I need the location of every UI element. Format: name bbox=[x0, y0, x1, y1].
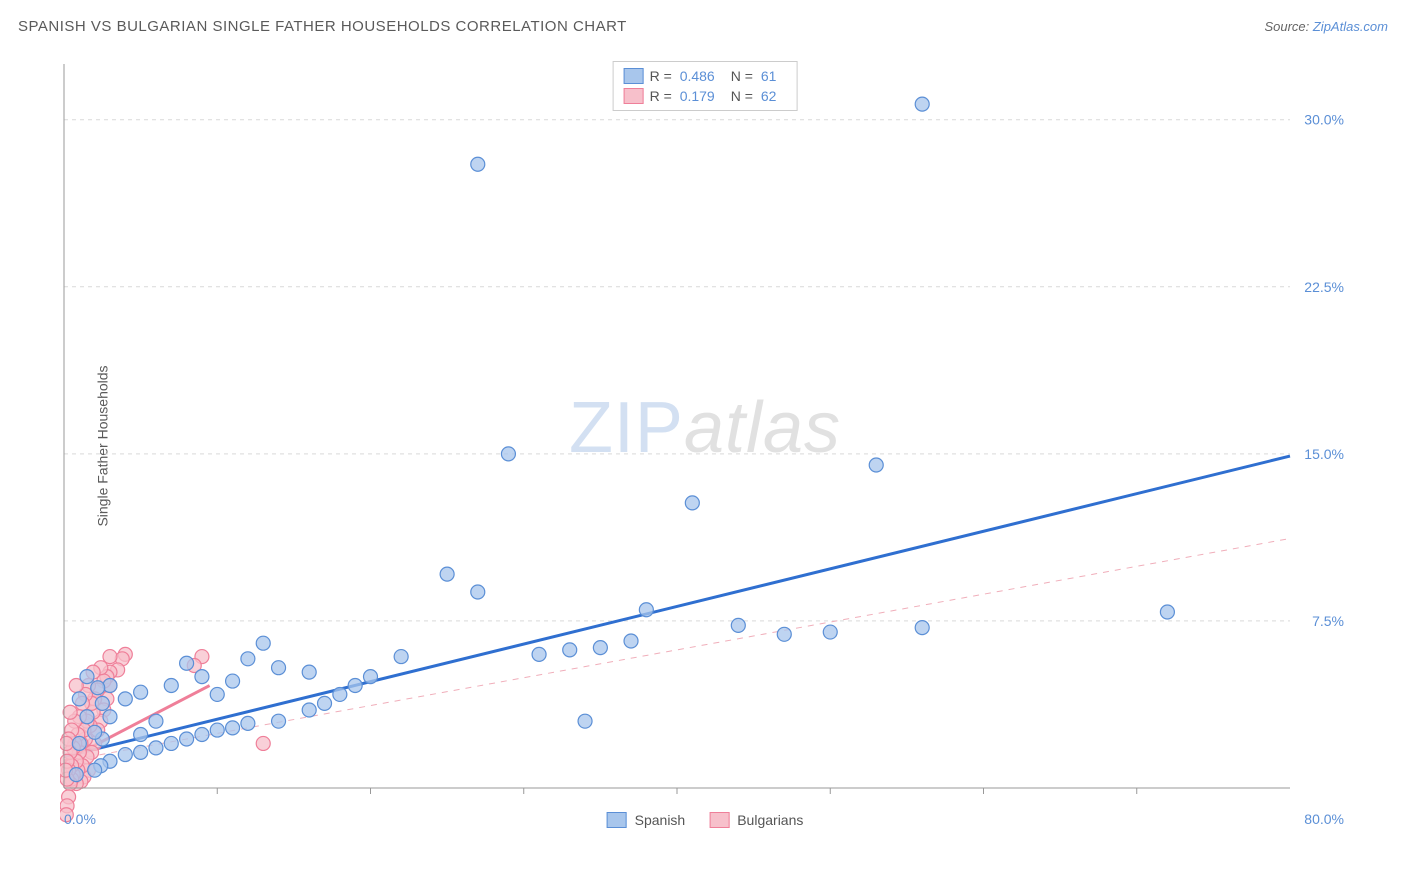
svg-text:7.5%: 7.5% bbox=[1312, 613, 1344, 629]
data-point bbox=[72, 692, 86, 706]
legend-stats: R = 0.486 N = 61 R = 0.179 N = 62 bbox=[613, 61, 798, 111]
data-point bbox=[869, 458, 883, 472]
legend-swatch bbox=[624, 88, 644, 104]
svg-text:80.0%: 80.0% bbox=[1304, 811, 1344, 827]
data-point bbox=[134, 745, 148, 759]
data-point bbox=[91, 681, 105, 695]
legend-swatch bbox=[709, 812, 729, 828]
data-point bbox=[823, 625, 837, 639]
data-point bbox=[69, 768, 83, 782]
data-point bbox=[302, 665, 316, 679]
data-point bbox=[578, 714, 592, 728]
legend-series: Spanish Bulgarians bbox=[607, 812, 804, 828]
data-point bbox=[149, 741, 163, 755]
data-point bbox=[63, 705, 77, 719]
data-point bbox=[471, 157, 485, 171]
data-point bbox=[1160, 605, 1174, 619]
legend-series-label: Bulgarians bbox=[737, 812, 803, 828]
data-point bbox=[624, 634, 638, 648]
source-prefix: Source: bbox=[1264, 19, 1312, 34]
data-point bbox=[302, 703, 316, 717]
svg-text:30.0%: 30.0% bbox=[1304, 112, 1344, 128]
data-point bbox=[118, 748, 132, 762]
legend-stat-row: R = 0.179 N = 62 bbox=[624, 86, 787, 106]
title-bar: SPANISH VS BULGARIAN SINGLE FATHER HOUSE… bbox=[18, 18, 1388, 35]
data-point bbox=[103, 710, 117, 724]
data-point bbox=[915, 621, 929, 635]
legend-n: N = 61 bbox=[731, 66, 787, 86]
svg-text:22.5%: 22.5% bbox=[1304, 279, 1344, 295]
data-point bbox=[241, 716, 255, 730]
data-point bbox=[532, 647, 546, 661]
data-point bbox=[226, 721, 240, 735]
legend-swatch bbox=[624, 68, 644, 84]
data-point bbox=[118, 692, 132, 706]
data-point bbox=[195, 728, 209, 742]
scatter-chart: 7.5% 15.0% 22.5% 30.0% 0.0% 80.0% bbox=[60, 58, 1350, 828]
data-point bbox=[241, 652, 255, 666]
legend-swatch bbox=[607, 812, 627, 828]
data-point bbox=[333, 687, 347, 701]
legend-series-item: Bulgarians bbox=[709, 812, 803, 828]
legend-series-label: Spanish bbox=[635, 812, 686, 828]
data-point bbox=[394, 650, 408, 664]
data-point bbox=[593, 641, 607, 655]
legend-r: R = 0.179 bbox=[650, 86, 725, 106]
data-point bbox=[731, 618, 745, 632]
source-attribution: Source: ZipAtlas.com bbox=[1264, 19, 1388, 34]
data-point bbox=[95, 696, 109, 710]
data-point bbox=[180, 656, 194, 670]
legend-stat-row: R = 0.486 N = 61 bbox=[624, 66, 787, 86]
legend-series-item: Spanish bbox=[607, 812, 686, 828]
data-point bbox=[348, 679, 362, 693]
data-point bbox=[272, 714, 286, 728]
data-point bbox=[685, 496, 699, 510]
data-point bbox=[272, 661, 286, 675]
data-point bbox=[103, 679, 117, 693]
data-point bbox=[80, 710, 94, 724]
svg-text:0.0%: 0.0% bbox=[64, 811, 96, 827]
data-point bbox=[226, 674, 240, 688]
chart-title: SPANISH VS BULGARIAN SINGLE FATHER HOUSE… bbox=[18, 18, 627, 35]
data-point bbox=[134, 728, 148, 742]
data-point bbox=[210, 723, 224, 737]
data-point bbox=[80, 670, 94, 684]
data-point bbox=[164, 736, 178, 750]
data-point bbox=[88, 725, 102, 739]
data-point bbox=[256, 736, 270, 750]
data-point bbox=[134, 685, 148, 699]
data-point bbox=[364, 670, 378, 684]
plot-area: ZIPatlas 7.5%15.0%22.5%30.0%0.0%80.0% R … bbox=[60, 58, 1350, 828]
data-point bbox=[180, 732, 194, 746]
data-point bbox=[195, 670, 209, 684]
data-point bbox=[440, 567, 454, 581]
data-point bbox=[318, 696, 332, 710]
data-point bbox=[256, 636, 270, 650]
data-point bbox=[471, 585, 485, 599]
data-point bbox=[88, 763, 102, 777]
svg-text:15.0%: 15.0% bbox=[1304, 446, 1344, 462]
data-point bbox=[915, 97, 929, 111]
data-point bbox=[639, 603, 653, 617]
data-point bbox=[149, 714, 163, 728]
data-point bbox=[60, 736, 73, 750]
source-link[interactable]: ZipAtlas.com bbox=[1313, 19, 1388, 34]
data-point bbox=[210, 687, 224, 701]
legend-r: R = 0.486 bbox=[650, 66, 725, 86]
legend-n: N = 62 bbox=[731, 86, 787, 106]
data-point bbox=[72, 736, 86, 750]
data-point bbox=[501, 447, 515, 461]
data-point bbox=[563, 643, 577, 657]
data-point bbox=[777, 627, 791, 641]
data-point bbox=[164, 679, 178, 693]
